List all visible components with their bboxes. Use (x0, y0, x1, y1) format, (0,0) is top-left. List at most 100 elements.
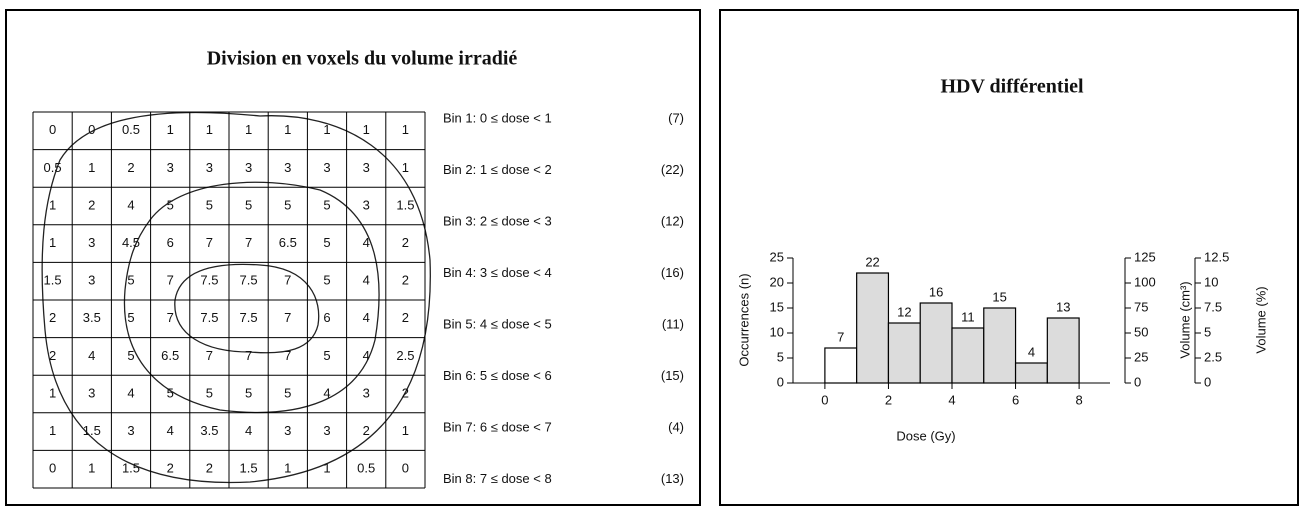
bin-count: (13) (661, 471, 684, 486)
bin-label: Bin 8: 7 ≤ dose < 8 (443, 471, 552, 486)
bin-label: Bin 6: 5 ≤ dose < 6 (443, 368, 552, 383)
voxel-dose: 0.5 (44, 160, 62, 175)
voxel-dose: 5 (206, 385, 213, 400)
y-tick-label: 10 (770, 324, 784, 339)
voxel-dose: 4 (127, 385, 134, 400)
voxel-dose: 5 (323, 197, 330, 212)
voxel-dose: 7 (245, 348, 252, 363)
bin-label: Bin 3: 2 ≤ dose < 3 (443, 213, 552, 228)
voxel-dose: 0 (402, 461, 409, 476)
voxel-dose: 2 (88, 197, 95, 212)
voxel-dose: 0 (49, 461, 56, 476)
voxel-dose: 7 (245, 235, 252, 250)
y-tick-label: 0 (777, 374, 784, 389)
bin-label: Bin 7: 6 ≤ dose < 7 (443, 419, 552, 434)
voxel-dose: 5 (167, 385, 174, 400)
voxel-dose: 7.5 (200, 273, 218, 288)
voxel-dose: 5 (127, 348, 134, 363)
voxel-dose: 2 (402, 310, 409, 325)
y2-tick-label: 50 (1134, 324, 1148, 339)
bin-label: Bin 4: 3 ≤ dose < 4 (443, 265, 552, 280)
y3-tick-label: 5 (1204, 324, 1211, 339)
voxel-dose: 1.5 (396, 197, 414, 212)
x-tick-label: 6 (1012, 392, 1019, 407)
voxel-dose: 7 (167, 310, 174, 325)
bin-label: Bin 5: 4 ≤ dose < 5 (443, 316, 552, 331)
voxel-dose: 1.5 (83, 423, 101, 438)
voxel-dose: 5 (323, 235, 330, 250)
voxel-dose: 1 (49, 423, 56, 438)
bar (1014, 362, 1048, 384)
voxel-dose: 3 (88, 273, 95, 288)
voxel-dose: 2.5 (396, 348, 414, 363)
voxel-dose: 1 (402, 122, 409, 137)
voxel-dose: 1 (167, 122, 174, 137)
bin-count: (12) (661, 213, 684, 228)
voxel-dose: 3 (363, 160, 370, 175)
x-tick-label: 4 (948, 392, 955, 407)
y3-tick-label: 12.5 (1204, 249, 1229, 264)
voxel-dose: 1 (323, 122, 330, 137)
voxel-dose: 1 (363, 122, 370, 137)
y3-tick-label: 7.5 (1204, 299, 1222, 314)
voxel-dose: 7 (284, 310, 291, 325)
voxel-dose: 5 (284, 197, 291, 212)
voxel-dose: 2 (127, 160, 134, 175)
bin-label: Bin 1: 0 ≤ dose < 1 (443, 110, 552, 125)
x-tick-label: 2 (885, 392, 892, 407)
voxel-dose: 1 (402, 423, 409, 438)
bar-value-label: 15 (992, 289, 1006, 304)
bar (856, 272, 890, 384)
voxel-dose: 5 (167, 197, 174, 212)
right-panel (719, 9, 1299, 506)
grid-title: Division en voxels du volume irradié (207, 48, 518, 70)
voxel-dose: 4 (167, 423, 174, 438)
voxel-dose: 3 (363, 385, 370, 400)
bar (983, 307, 1017, 384)
voxel-dose: 1 (245, 122, 252, 137)
voxel-dose: 6.5 (161, 348, 179, 363)
voxel-dose: 1 (284, 461, 291, 476)
voxel-dose: 5 (245, 385, 252, 400)
x-tick-label: 0 (821, 392, 828, 407)
voxel-dose: 1 (284, 122, 291, 137)
bin-count: (7) (668, 110, 684, 125)
voxel-dose: 1 (88, 461, 95, 476)
bar-value-label: 13 (1056, 299, 1070, 314)
voxel-dose: 7 (167, 273, 174, 288)
voxel-dose: 4 (323, 385, 330, 400)
y2-tick-label: 75 (1134, 299, 1148, 314)
voxel-dose: 3 (323, 423, 330, 438)
y-axis-label: Occurrences (n) (736, 273, 751, 366)
voxel-dose: 5 (323, 348, 330, 363)
voxel-dose: 1 (88, 160, 95, 175)
bin-label: Bin 2: 1 ≤ dose < 2 (443, 162, 552, 177)
voxel-dose: 7 (284, 348, 291, 363)
voxel-dose: 5 (127, 273, 134, 288)
y3-axis-label: Volume (%) (1253, 286, 1268, 353)
voxel-dose: 0 (49, 122, 56, 137)
x-tick-label: 8 (1075, 392, 1082, 407)
voxel-dose: 1.5 (122, 461, 140, 476)
voxel-dose: 2 (363, 423, 370, 438)
voxel-dose: 5 (284, 385, 291, 400)
voxel-dose: 5 (206, 197, 213, 212)
bin-count: (11) (662, 316, 684, 331)
voxel-dose: 0 (88, 122, 95, 137)
bar-value-label: 12 (897, 304, 911, 319)
voxel-dose: 6 (323, 310, 330, 325)
voxel-dose: 4 (363, 235, 370, 250)
voxel-dose: 1 (49, 197, 56, 212)
voxel-dose: 2 (402, 273, 409, 288)
voxel-dose: 2 (49, 348, 56, 363)
voxel-dose: 3.5 (83, 310, 101, 325)
y2-tick-label: 100 (1134, 274, 1156, 289)
bar-value-label: 7 (837, 329, 844, 344)
bar (824, 347, 858, 384)
bar-value-label: 22 (865, 254, 879, 269)
bin-count: (15) (661, 368, 684, 383)
voxel-dose: 3 (284, 423, 291, 438)
voxel-dose: 7.5 (240, 310, 258, 325)
voxel-dose: 1 (206, 122, 213, 137)
